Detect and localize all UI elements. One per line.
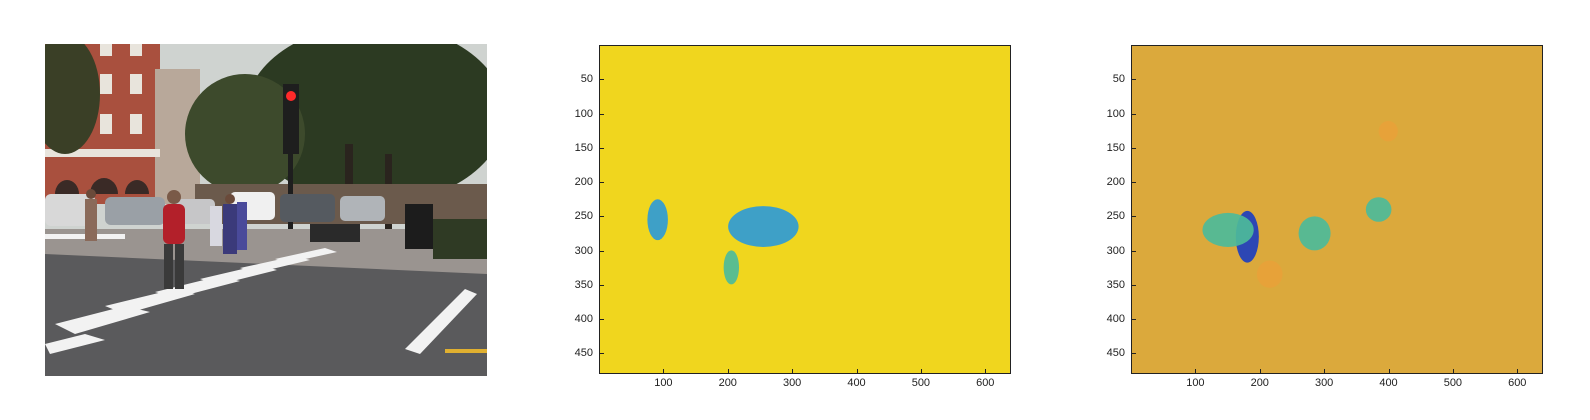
x-tick-label: 600 (976, 377, 995, 389)
y-tick-label: 150 (1106, 141, 1125, 154)
y-tick-mark (1132, 319, 1136, 321)
y-tick-label: 50 (580, 73, 593, 86)
heatmap-region (723, 250, 740, 285)
y-tick-mark (600, 147, 604, 149)
y-tick-mark (600, 319, 604, 321)
x-tick-label: 500 (911, 377, 931, 389)
x-tick-label: 200 (718, 377, 737, 389)
street (45, 254, 487, 376)
heatmap-background (600, 46, 1010, 373)
y-tick-mark (1132, 113, 1136, 115)
y-tick-label: 450 (574, 347, 593, 360)
y-tick-label: 100 (1106, 107, 1125, 120)
y-tick-label: 150 (574, 141, 593, 154)
x-tick-mark (1324, 369, 1326, 373)
y-tick-mark (1132, 250, 1136, 252)
y-tick-label: 400 (574, 313, 593, 326)
tree-canopy (245, 44, 487, 204)
y-tick-mark (600, 353, 604, 355)
y-tick-mark (1132, 353, 1136, 355)
y-tick-mark (1132, 147, 1136, 149)
heatmap-region (1378, 120, 1398, 142)
x-tick-mark (1452, 369, 1454, 373)
x-tick-mark (1195, 369, 1197, 373)
x-tick-label: 300 (1314, 377, 1334, 389)
x-tick-label: 400 (847, 377, 866, 389)
flow-heatmap-x (599, 45, 1011, 374)
y-tick-mark (600, 250, 604, 252)
y-tick-mark (1132, 79, 1136, 81)
trash-can (405, 204, 433, 249)
y-tick-mark (600, 284, 604, 286)
x-tick-mark (663, 369, 665, 373)
heatmap-background (1132, 46, 1542, 373)
heatmap-plot-area (1132, 46, 1542, 373)
y-tick-label: 100 (574, 107, 593, 120)
x-tick-mark (1259, 369, 1261, 373)
street-photo (45, 44, 487, 376)
heatmap-region (1202, 212, 1254, 247)
heatmap-region (647, 199, 668, 241)
y-tick-label: 350 (1106, 278, 1125, 291)
heatmap-region (1365, 197, 1392, 222)
x-tick-label: 100 (1186, 377, 1205, 389)
heatmap-region (1298, 216, 1331, 251)
traffic-light (283, 84, 299, 154)
x-tick-mark (792, 369, 794, 373)
y-tick-mark (600, 79, 604, 81)
x-tick-mark (727, 369, 729, 373)
x-tick-mark (856, 369, 858, 373)
heatmap-plot-area (600, 46, 1010, 373)
x-tick-label: 200 (1250, 377, 1269, 389)
pedestrians (85, 189, 247, 289)
x-tick-mark (985, 369, 987, 373)
red-light (286, 91, 296, 101)
y-tick-mark (1132, 182, 1136, 184)
y-tick-label: 300 (574, 244, 593, 257)
crosswalk (45, 234, 477, 354)
y-tick-mark (1132, 284, 1136, 286)
y-tick-label: 250 (1106, 210, 1125, 223)
x-tick-mark (1517, 369, 1519, 373)
y-tick-label: 400 (1106, 313, 1125, 326)
x-tick-label: 500 (1443, 377, 1463, 389)
x-tick-label: 300 (782, 377, 802, 389)
x-tick-mark (920, 369, 922, 373)
y-tick-mark (600, 113, 604, 115)
y-tick-label: 200 (1106, 176, 1125, 189)
flow-heatmap-y (1131, 45, 1543, 374)
x-tick-label: 600 (1508, 377, 1527, 389)
heatmap-region (1256, 260, 1283, 288)
x-tick-label: 100 (654, 377, 673, 389)
bench (310, 224, 360, 242)
heatmap-region (728, 206, 799, 247)
y-tick-label: 50 (1112, 73, 1125, 86)
y-tick-mark (600, 216, 604, 218)
y-tick-label: 350 (574, 278, 593, 291)
y-tick-mark (600, 182, 604, 184)
x-tick-mark (1388, 369, 1390, 373)
y-tick-label: 250 (574, 210, 593, 223)
y-tick-label: 200 (574, 176, 593, 189)
y-tick-mark (1132, 216, 1136, 218)
y-tick-label: 450 (1106, 347, 1125, 360)
y-tick-label: 300 (1106, 244, 1125, 257)
x-tick-label: 400 (1379, 377, 1398, 389)
